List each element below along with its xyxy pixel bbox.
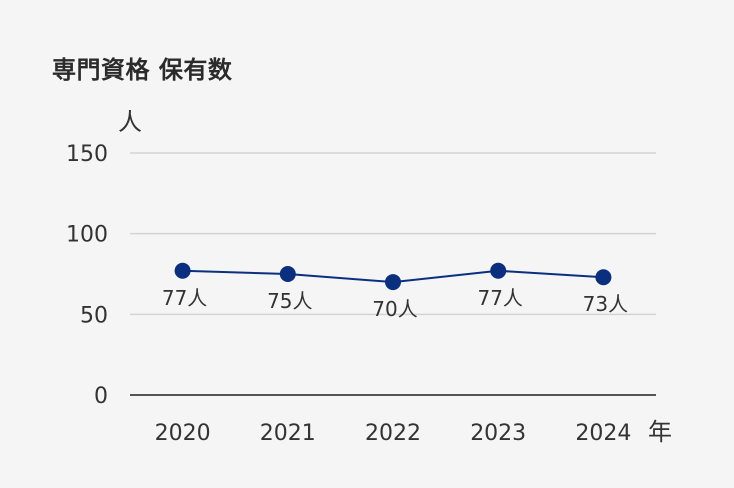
y-tick-0: 0 <box>94 384 108 409</box>
x-axis-unit: 年 <box>648 418 672 446</box>
x-tick-2024: 2024 <box>575 421 631 446</box>
x-tick-2023: 2023 <box>470 421 526 446</box>
data-point-2024 <box>595 269 612 286</box>
y-tick-labels: 0 50 100 150 <box>66 142 108 409</box>
x-tick-2022: 2022 <box>365 421 421 446</box>
series-line-group <box>174 262 612 291</box>
x-tick-2021: 2021 <box>260 421 316 446</box>
data-label-2021: 75人 <box>267 289 312 313</box>
data-point-2020 <box>174 262 191 279</box>
data-label-group: 77人 75人 70人 77人 73人 <box>162 286 628 321</box>
data-label-2020: 77人 <box>162 286 207 310</box>
x-tick-2020: 2020 <box>155 421 211 446</box>
y-tick-150: 150 <box>66 142 108 167</box>
data-label-2024: 73人 <box>583 292 628 316</box>
x-tick-labels: 2020 2021 2022 2023 2024 <box>155 421 632 446</box>
data-point-2022 <box>385 274 401 291</box>
data-label-2023: 77人 <box>477 286 522 310</box>
data-label-2022: 70人 <box>372 297 417 321</box>
y-tick-50: 50 <box>80 303 108 328</box>
chart-title: 専門資格 保有数 <box>52 56 233 84</box>
data-point-2021 <box>279 266 296 282</box>
y-axis-unit: 人 <box>118 108 142 136</box>
y-tick-100: 100 <box>66 223 108 248</box>
data-point-2023 <box>490 262 507 279</box>
gridlines <box>130 152 656 396</box>
